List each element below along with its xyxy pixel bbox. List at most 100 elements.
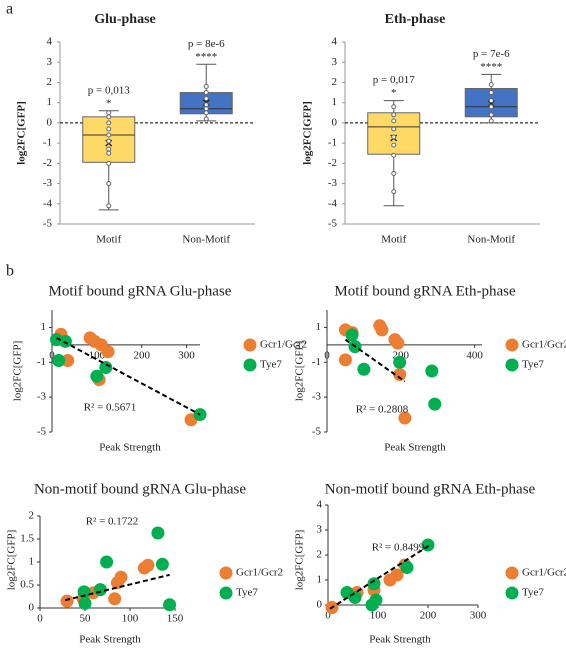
legend-label: Tye7	[522, 359, 544, 371]
legend-marker	[219, 586, 233, 600]
legend-marker	[219, 566, 233, 580]
y-tick-label: -3	[328, 177, 338, 189]
significance: ****	[480, 61, 502, 73]
significance: *	[391, 87, 397, 99]
data-point	[52, 354, 66, 368]
y-axis-label: log2FC[GFP]	[6, 530, 18, 591]
data-point	[108, 592, 122, 606]
data-point	[369, 593, 383, 607]
data-point	[106, 203, 112, 209]
data-point	[106, 150, 112, 156]
data-point	[106, 132, 112, 138]
data-point	[60, 594, 74, 608]
legend-label: Gcr1/Gcr2	[522, 567, 566, 579]
y-tick-label: -1	[328, 137, 337, 149]
data-point	[488, 81, 494, 87]
data-point	[375, 323, 389, 337]
legend-marker	[243, 338, 257, 352]
trendline	[56, 337, 201, 416]
x-tick-label: 100	[122, 613, 139, 625]
y-tick-label: 4	[47, 36, 53, 48]
y-tick-label: -4	[328, 197, 338, 209]
data-point	[488, 104, 494, 110]
p-value: p = 8e-6	[188, 38, 225, 50]
data-point	[345, 328, 359, 342]
data-point	[78, 596, 92, 610]
x-tick-label: Non-Motif	[182, 234, 230, 246]
data-point	[391, 336, 405, 350]
x-tick-label: 50	[80, 613, 92, 625]
data-point	[400, 561, 414, 574]
p-value: p = 0,013	[88, 84, 130, 96]
data-point	[391, 189, 397, 195]
x-tick-label: 150	[167, 613, 184, 625]
data-point	[391, 112, 397, 118]
x-tick-label: Non-Motif	[467, 234, 515, 246]
data-point	[203, 102, 209, 108]
chart-title: Non-motif bound gRNA Eth-phase	[325, 481, 536, 497]
legend-label: Tye7	[522, 587, 544, 599]
data-point	[203, 116, 209, 122]
y-tick-label: 0	[47, 116, 53, 128]
data-point	[99, 361, 113, 375]
y-tick-label: 4	[332, 36, 338, 48]
x-tick-label: Motif	[96, 234, 121, 246]
data-point	[393, 367, 407, 381]
chart-title: Eth-phase	[385, 12, 446, 27]
y-tick-label: 2	[29, 510, 35, 522]
y-axis-label: log2FC[GFP]	[294, 530, 306, 591]
y-tick-label: -2	[43, 157, 52, 169]
legend-label: Tye7	[260, 359, 282, 371]
x-tick-label: 200	[420, 610, 437, 622]
y-axis-label: log2FC[GFP]	[16, 101, 28, 165]
x-tick-label: 0	[49, 349, 55, 361]
x-axis-label: Peak Strength	[369, 634, 431, 646]
data-point	[114, 570, 128, 584]
chart-title: Glu-phase	[94, 12, 155, 27]
r-squared: R² = 0.1722	[86, 516, 139, 528]
x-axis-label: Peak Strength	[384, 442, 446, 454]
y-tick-label: 3	[317, 524, 323, 536]
y-tick-label: -3	[312, 391, 322, 403]
data-point	[106, 126, 112, 132]
y-tick-label: -1	[37, 356, 46, 368]
data-point	[106, 181, 112, 187]
p-value: p = 0,017	[373, 74, 415, 86]
y-tick-label: -5	[37, 426, 47, 438]
x-tick-label: 400	[466, 349, 483, 361]
legend-label: Gcr1/Gcr2	[236, 567, 283, 579]
data-point	[106, 138, 112, 144]
y-tick-label: -1	[312, 356, 321, 368]
data-point	[58, 334, 72, 348]
x-tick-label: 100	[370, 610, 387, 622]
chart-title: Non-motif bound gRNA Glu-phase	[34, 481, 246, 497]
data-point	[425, 364, 439, 378]
data-point	[101, 345, 115, 359]
legend-label: Gcr1/Gcr2	[522, 339, 566, 351]
data-point	[488, 98, 494, 104]
x-tick-label: 300	[178, 349, 195, 361]
data-point	[106, 146, 112, 152]
y-tick-label: 1	[29, 556, 35, 568]
data-point	[338, 353, 352, 367]
y-tick-label: 1	[47, 96, 53, 108]
r-squared: R² = 0.5671	[84, 402, 137, 414]
y-tick-label: -5	[312, 426, 322, 438]
data-point	[100, 555, 114, 569]
y-tick-label: 0	[332, 116, 338, 128]
r-squared: R² = 0.8499	[372, 542, 425, 554]
data-point	[106, 114, 112, 120]
y-tick-label: 2	[332, 76, 338, 88]
data-point	[203, 106, 209, 112]
data-point	[488, 118, 494, 124]
chart-title: Motif bound gRNA Glu-phase	[49, 283, 232, 299]
trendline	[329, 544, 431, 610]
data-point	[391, 104, 397, 110]
y-tick-label: 1.5	[20, 533, 34, 545]
x-tick-label: 200	[133, 349, 150, 361]
y-tick-label: -4	[43, 197, 53, 209]
y-tick-label: 1	[316, 321, 322, 333]
panel-label: a	[6, 1, 13, 18]
chart-title: Motif bound gRNA Eth-phase	[334, 283, 516, 299]
